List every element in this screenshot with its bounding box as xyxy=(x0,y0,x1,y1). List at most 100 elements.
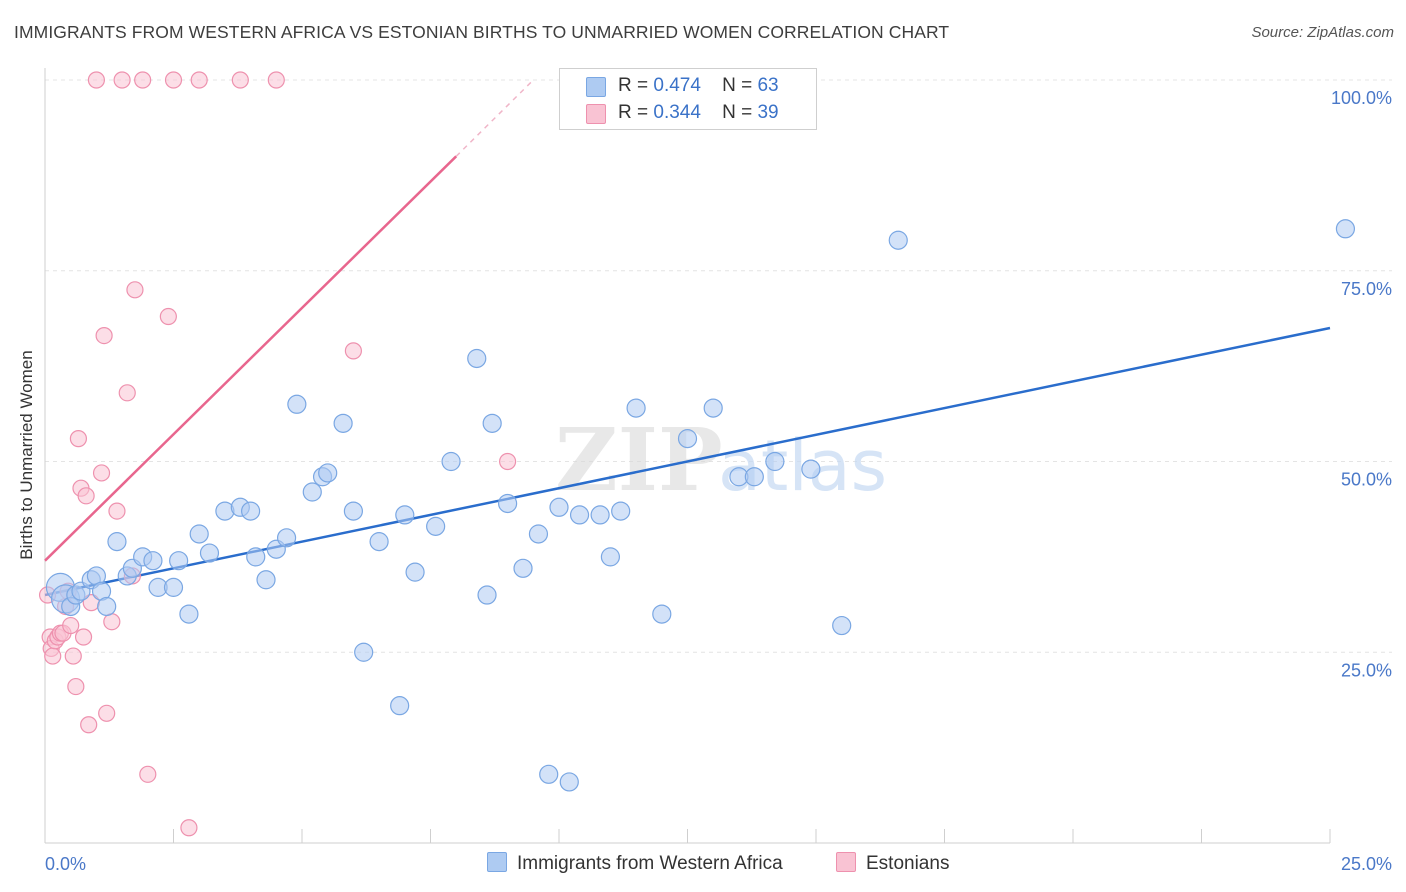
r-value: 0.344 xyxy=(653,102,701,123)
point-estonians xyxy=(69,430,88,448)
point-western-africa xyxy=(482,413,502,433)
point-western-africa xyxy=(888,230,908,250)
point-western-africa xyxy=(744,467,764,487)
point-western-africa xyxy=(405,562,425,582)
point-western-africa xyxy=(241,501,261,521)
point-western-africa xyxy=(369,532,389,552)
points-layer xyxy=(38,71,1356,837)
point-western-africa xyxy=(559,772,579,792)
point-western-africa xyxy=(189,524,209,544)
point-western-africa xyxy=(287,394,307,414)
n-label: N = xyxy=(722,102,753,123)
point-western-africa xyxy=(163,577,184,597)
point-estonians xyxy=(180,819,198,837)
point-western-africa xyxy=(832,615,852,636)
point-western-africa xyxy=(318,463,338,483)
point-estonians xyxy=(126,281,144,299)
legend-label: Immigrants from Western Africa xyxy=(517,853,783,874)
trend-line-estonians xyxy=(44,155,458,562)
point-western-africa xyxy=(611,501,631,521)
point-western-africa xyxy=(354,642,374,662)
point-estonians xyxy=(77,487,95,505)
point-estonians xyxy=(44,647,62,665)
point-estonians xyxy=(103,613,121,631)
n-value: 39 xyxy=(757,102,779,123)
point-western-africa xyxy=(302,482,322,502)
point-western-africa xyxy=(539,764,559,784)
n-value: 63 xyxy=(757,75,779,96)
point-estonians xyxy=(134,71,152,89)
point-western-africa xyxy=(765,451,785,472)
point-estonians xyxy=(87,71,106,89)
legend-swatch-blue xyxy=(487,852,507,872)
point-estonians xyxy=(62,616,80,635)
r-label: R = xyxy=(618,102,649,123)
point-estonians xyxy=(80,716,98,734)
correlation-legend: R = 0.474 N = 63 R = 0.344 N = 39 xyxy=(559,68,817,130)
point-western-africa xyxy=(477,585,497,605)
point-estonians xyxy=(139,765,157,783)
point-western-africa xyxy=(426,516,446,536)
legend-label: Estonians xyxy=(866,853,950,874)
grid-layer xyxy=(45,79,1392,653)
legend-swatch-pink xyxy=(586,104,606,124)
point-western-africa xyxy=(169,551,189,571)
point-estonians xyxy=(92,464,111,482)
point-western-africa xyxy=(343,501,363,521)
y-tick-label: 100.0% xyxy=(1331,88,1392,108)
point-estonians xyxy=(64,647,82,665)
point-western-africa xyxy=(498,493,518,514)
point-western-africa xyxy=(703,398,723,418)
point-estonians xyxy=(164,71,183,89)
point-western-africa xyxy=(467,348,487,369)
point-western-africa xyxy=(590,505,610,525)
tick-labels: 25.0% 50.0% 75.0% 100.0% 0.0% 25.0% xyxy=(45,88,1392,874)
point-western-africa xyxy=(677,429,698,449)
trend-layer xyxy=(44,79,1331,597)
r-value: 0.474 xyxy=(653,75,701,96)
point-estonians xyxy=(98,704,116,722)
point-western-africa xyxy=(652,604,672,624)
point-western-africa xyxy=(276,528,297,548)
point-estonians xyxy=(267,71,285,89)
point-western-africa xyxy=(199,543,220,563)
legend-item-estonians[interactable]: Estonians xyxy=(836,852,949,875)
r-label: R = xyxy=(618,75,649,96)
point-western-africa xyxy=(390,696,410,716)
x-tick-label: 0.0% xyxy=(45,854,86,874)
point-estonians xyxy=(74,628,93,646)
y-tick-label: 25.0% xyxy=(1341,660,1392,680)
point-estonians xyxy=(113,71,131,89)
point-western-africa xyxy=(107,532,127,552)
y-axis-label: Births to Unmarried Women xyxy=(17,350,36,560)
trend-line-estonians-extension xyxy=(455,79,534,157)
point-estonians xyxy=(95,327,113,345)
point-estonians xyxy=(499,452,517,471)
point-western-africa xyxy=(626,398,646,418)
chart-title: IMMIGRANTS FROM WESTERN AFRICA VS ESTONI… xyxy=(14,22,950,42)
point-estonians xyxy=(118,384,136,402)
point-western-africa xyxy=(801,459,821,479)
point-western-africa xyxy=(97,596,117,617)
point-western-africa xyxy=(246,547,266,567)
point-western-africa xyxy=(441,451,461,472)
legend-item-western-africa[interactable]: Immigrants from Western Africa xyxy=(487,852,783,875)
point-estonians xyxy=(190,71,208,89)
legend-swatch-pink xyxy=(836,852,856,872)
point-western-africa xyxy=(1335,219,1356,239)
legend-swatch-blue xyxy=(586,77,606,97)
point-western-africa xyxy=(143,551,163,571)
point-western-africa xyxy=(513,558,533,578)
y-tick-label: 50.0% xyxy=(1341,470,1392,490)
point-western-africa xyxy=(569,505,590,525)
x-tick-label: 25.0% xyxy=(1341,854,1392,874)
point-western-africa xyxy=(333,413,353,433)
n-label: N = xyxy=(722,75,753,96)
point-estonians xyxy=(108,502,126,520)
point-western-africa xyxy=(256,570,276,590)
point-western-africa xyxy=(600,547,621,567)
point-estonians xyxy=(159,307,177,326)
point-western-africa xyxy=(179,604,199,624)
point-western-africa xyxy=(528,524,549,544)
